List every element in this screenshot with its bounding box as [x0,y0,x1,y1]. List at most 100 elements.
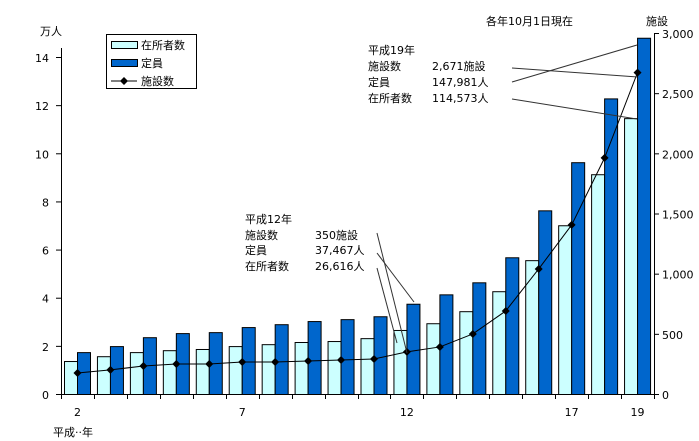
annotation-h12-capacity-value: 37,467人 [315,244,365,257]
leader-line [376,232,408,354]
x-tick-label: 2 [74,406,81,419]
x-tick-label: 19 [631,406,645,419]
annotation-h12: 平成12年 施設数 350施設 定員 37,467人 在所者数 26,616人 [245,212,415,354]
bar-capacity-17 [571,162,586,395]
line-facilities [77,72,638,374]
left-tick-label: 6 [42,245,49,258]
axes: 0 2 4 6 8 10 12 14 0 500 1,000 1,500 2,000 2,500 3,000… [35,28,694,419]
right-tick-label: 1,500 [662,209,694,222]
right-axis-unit: 施設 [646,14,668,28]
point-facilities-15 [501,306,510,315]
bar-resident-11 [360,338,375,396]
bar-resident-8 [261,344,276,396]
left-tick-label: 0 [42,389,49,402]
point-facilities-13 [435,342,444,351]
right-tick-label: 500 [662,329,683,342]
point-facilities-16 [534,264,543,273]
annotation-h19-capacity-value: 147,981人 [432,76,489,89]
bar-resident-16 [525,260,540,396]
bar-resident-18 [591,174,606,395]
bar-capacity-18 [604,98,619,395]
annotation-h19-resident-label: 在所者数 [368,92,412,105]
annotation-h12-resident-label: 在所者数 [245,260,289,273]
annotation-h12-title: 平成12年 [245,212,292,226]
point-facilities-17 [567,220,576,229]
legend: 在所者数 定員 施設数 [106,34,197,89]
bar-resident-13 [426,323,441,396]
left-tick-label: 12 [35,100,49,113]
annotation-h12-resident-value: 26,616人 [315,260,365,273]
point-facilities-19 [633,68,642,77]
point-facilities-11 [369,354,378,363]
left-tick-label: 14 [35,52,49,65]
bar-capacity-11 [373,316,388,396]
x-tick-label: 7 [239,406,246,419]
left-tick-label: 4 [42,293,49,306]
right-tick-label: 2,000 [662,148,694,161]
point-facilities-6 [205,360,214,369]
bar-capacity-16 [538,210,553,395]
point-facilities-14 [468,329,477,338]
bar-capacity-15 [505,257,520,395]
point-facilities-5 [172,360,181,369]
leader-line [376,252,415,303]
legend-label-resident: 在所者数 [141,39,185,52]
point-facilities-7 [238,357,247,366]
annotation-h12-facilities-label: 施設数 [245,228,278,242]
left-tick-label: 8 [42,196,49,209]
left-axis-unit: 万人 [40,25,62,38]
leader-line [511,98,638,120]
bar-resident-9 [294,342,309,395]
leader-line [376,267,398,344]
right-tick-label: 3,000 [662,28,694,41]
bar-capacity-19 [637,37,652,395]
bar-resident-15 [492,291,507,395]
legend-label-capacity: 定員 [141,56,163,70]
legend-label-facilities: 施設数 [141,74,174,88]
annotation-h12-facilities-value: 350施設 [315,228,358,242]
annotation-h19-capacity-label: 定員 [368,75,390,89]
point-facilities-2 [73,368,82,377]
point-facilities-9 [304,357,313,366]
annotation-h19-facilities-value: 2,671施設 [432,59,486,73]
bar-resident-2 [64,361,78,396]
bar-resident-19 [624,118,639,396]
right-tick-label: 0 [662,389,669,402]
right-tick-label: 2,500 [662,88,694,101]
bar-capacity-14 [472,282,487,395]
bar-resident-3 [96,356,111,395]
annotation-h19-title: 平成19年 [368,43,415,57]
right-tick-label: 1,000 [662,269,694,282]
legend-swatch-resident [111,41,138,49]
leader-line [511,44,638,83]
leader-line [511,67,638,78]
annotation-h12-capacity-label: 定員 [245,243,267,257]
annotation-h19: 平成19年 施設数 2,671施設 定員 147,981人 在所者数 114,5… [368,43,638,120]
annotation-h19-resident-value: 114,573人 [432,92,489,105]
point-facilities-8 [271,357,280,366]
annotation-h19-facilities-label: 施設数 [368,59,401,73]
bar-resident-7 [228,346,243,396]
x-axis-label: 平成··年 [53,425,93,439]
bar-capacity-9 [307,321,322,395]
bar-resident-17 [558,225,573,395]
bar-resident-14 [459,311,474,395]
bar-resident-10 [327,341,342,395]
left-tick-label: 2 [42,341,49,354]
date-note: 各年10月1日現在 [486,14,573,28]
bar-capacity-12 [406,303,421,396]
bar-resident-6 [195,348,210,395]
point-facilities-3 [106,365,115,374]
x-tick-label: 12 [400,406,414,419]
bar-capacity-10 [340,319,355,395]
bar-capacity-8 [274,324,289,396]
legend-swatch-capacity [111,59,138,67]
bar-resident-4 [129,352,144,396]
point-facilities-18 [600,153,609,162]
point-facilities-4 [139,361,148,370]
left-tick-label: 10 [35,148,49,161]
plot-marks [64,37,652,396]
bar-resident-5 [162,350,177,396]
x-tick-label: 17 [565,406,579,419]
